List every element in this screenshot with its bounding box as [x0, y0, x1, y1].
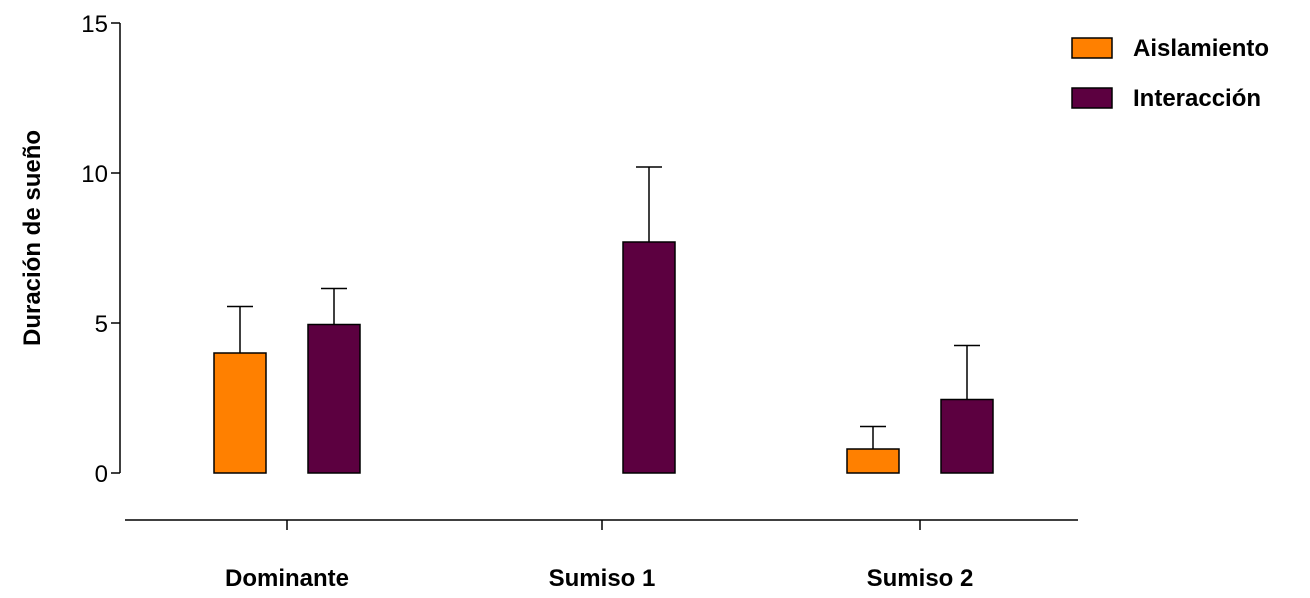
bar — [213, 352, 267, 474]
legend: Aislamiento Interacción — [1071, 35, 1269, 112]
bar — [307, 323, 361, 474]
bars — [213, 166, 994, 474]
x-tick-label: Sumiso 2 — [867, 565, 974, 592]
y-tick-label: 10 — [81, 161, 108, 188]
legend-label: Interacción — [1133, 85, 1261, 112]
bar — [622, 241, 676, 474]
y-tick-label: 15 — [81, 11, 108, 38]
legend-swatch — [1071, 87, 1113, 109]
y-tick-label: 0 — [95, 461, 108, 488]
bar — [846, 448, 900, 474]
y-axis: 0 5 10 15 — [81, 11, 121, 488]
legend-swatch — [1071, 37, 1113, 59]
y-tick-label: 5 — [95, 311, 108, 338]
y-axis-title: Duración de sueño — [19, 130, 46, 346]
x-axis: Dominante Sumiso 1 Sumiso 2 — [125, 519, 1078, 592]
legend-label: Aislamiento — [1133, 35, 1269, 62]
x-tick-label: Dominante — [225, 565, 349, 592]
bar — [940, 398, 994, 474]
x-tick-label: Sumiso 1 — [549, 565, 656, 592]
